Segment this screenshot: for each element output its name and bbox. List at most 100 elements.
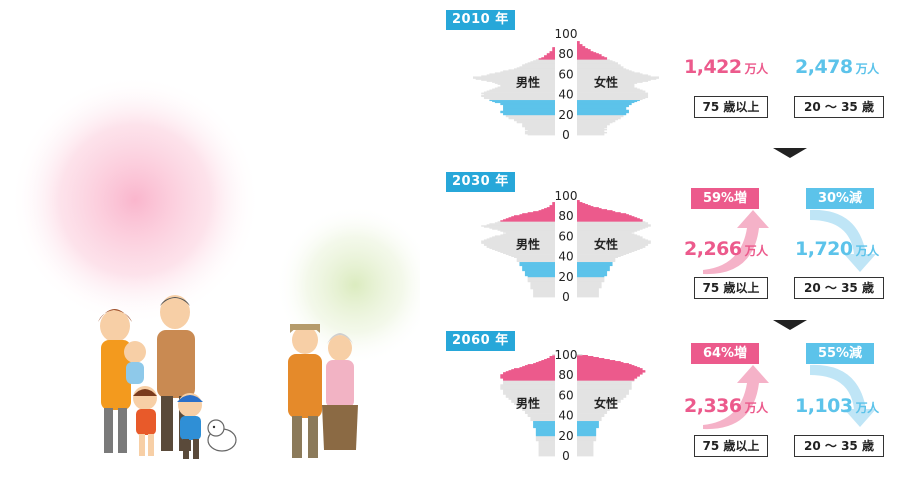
female-bar [577,270,608,273]
panel-2060: 2060 年 100 80 60 40 20 0 男性 女性 64%増 55%減 2,336 万… [446,331,896,481]
male-bar [549,206,555,208]
axis-tick-label: 0 [562,128,570,142]
female-bar [577,46,586,48]
male-bar [535,433,555,436]
female-bar [577,378,635,380]
axis-tick-label: 60 [558,229,573,243]
female-bar [577,251,632,253]
female-bar [577,281,602,284]
female-bar [577,233,635,235]
axis-tick-label: 60 [558,388,573,402]
male-bar [503,252,555,254]
male-bar [527,62,555,64]
stat-20-35-value: 1,720 [795,238,853,260]
female-bar [577,119,616,122]
male-bar [538,449,555,452]
female-bar [577,364,632,366]
female-bar [577,429,597,432]
stat-75-plus-value: 2,266 [684,238,742,260]
stat-unit: 万人 [855,401,880,415]
stat-75-plus-2010: 1,422 万人 [684,56,768,78]
male-bar [524,273,555,276]
male-bar [552,203,555,205]
female-bar [577,218,640,220]
male-bar [527,275,555,278]
male-bar [552,353,555,356]
axis-tick-label: 20 [558,429,573,443]
male-bar [505,114,555,117]
female-bar [577,404,616,406]
female-bar [577,382,632,384]
label-20-35-2060: 20 ～ 35 歳 [794,435,884,457]
female-bar [577,64,621,66]
female-bar [577,223,649,225]
male-bar [544,208,555,210]
male-bar [492,228,555,230]
female-bar [577,74,649,76]
down-arrow-2 [773,320,807,330]
male-bar [500,103,555,106]
axis-tick-label: 80 [558,47,573,61]
male-bar [514,68,555,70]
pyramid-2010: 100 80 60 40 20 0 男性 女性 [473,27,659,142]
male-bar [552,48,555,50]
female-bar [577,88,640,90]
female-bar [577,360,616,362]
male-bar [519,66,555,68]
male-bar [481,92,555,94]
female-bar [577,239,649,241]
female-bar [577,225,651,227]
female-bar [577,221,646,223]
badge-decrease-2060: 55%減 [806,343,874,364]
male-bar [527,212,555,214]
male-bar [524,131,555,134]
female-bar [577,366,638,368]
female-bar [577,108,627,111]
female-bar [577,104,629,107]
male-bar [481,95,555,98]
female-bar [577,68,627,70]
female-bar [577,385,632,387]
female-bar [577,116,621,119]
stat-unit: 万人 [744,401,769,415]
male-bar [546,54,555,56]
female-bar [577,383,632,385]
male-bar [500,230,555,232]
male-bar [524,270,555,273]
male-bar [492,236,555,238]
female-bar [577,213,627,215]
male-bar [533,422,555,425]
female-bar [577,292,599,295]
male-bar [508,116,555,119]
male-bar [522,122,555,125]
male-label: 男性 [516,237,540,252]
female-bar [577,127,605,130]
axis-tick-label: 40 [558,88,573,102]
female-bar [577,114,624,117]
female-bar [577,447,594,450]
female-bar [577,269,610,272]
female-bar [577,453,594,456]
male-bar [503,112,555,115]
female-bar [577,237,643,239]
female-bar [577,230,638,232]
female-bar [577,434,597,437]
year-tag-2060: 2060 年 [446,331,515,351]
male-bar [533,288,555,291]
male-bar [514,403,555,405]
female-bar [577,358,605,360]
axis-tick-label: 80 [558,209,573,223]
male-bar [522,125,555,128]
male-bar [503,70,555,72]
female-bar [577,65,621,67]
female-bar [577,377,638,379]
pyramid-2030: 100 80 60 40 20 0 男性 女性 [481,189,651,304]
male-bar [552,204,555,206]
female-bar [577,387,632,389]
male-bar [544,56,555,58]
male-bar [533,294,555,297]
male-label: 男性 [516,396,540,411]
male-bar [505,253,555,255]
female-bar [577,427,597,430]
male-bar [530,418,555,421]
